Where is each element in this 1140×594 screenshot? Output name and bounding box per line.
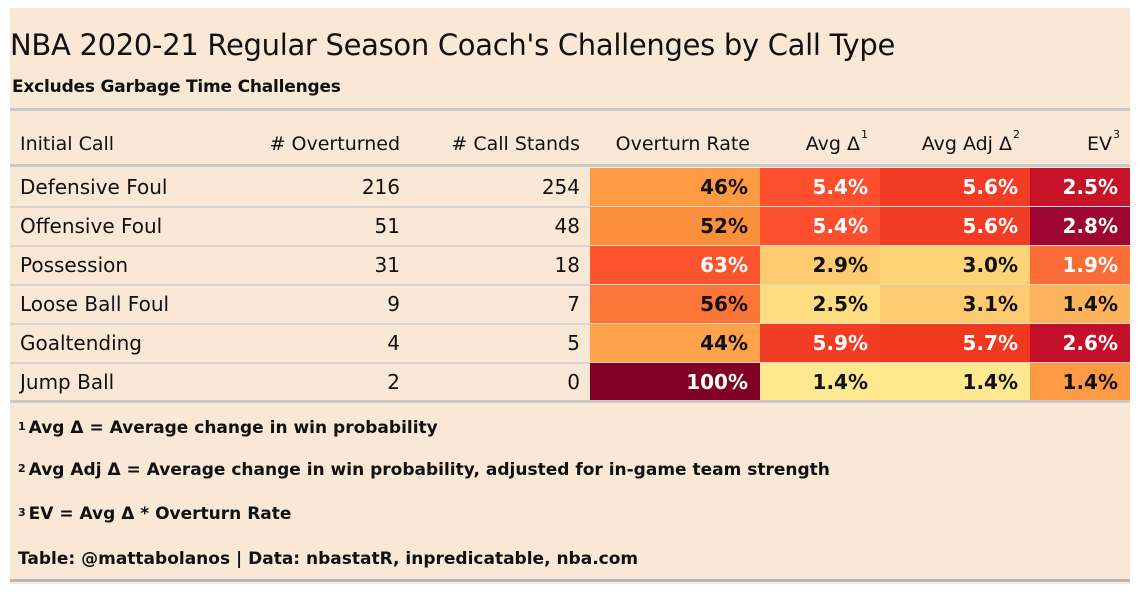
cell-ev: 1.4% — [1030, 285, 1130, 323]
cell-initial-call: Goaltending — [20, 331, 142, 355]
col-header-overturned: # Overturned — [269, 133, 400, 155]
cell-overturned: 51 — [374, 214, 400, 238]
page-subtitle: Excludes Garbage Time Challenges — [12, 77, 341, 97]
footnote-marker-2: 2 — [1013, 128, 1020, 141]
cell-ev: 2.5% — [1030, 168, 1130, 206]
cell-overturned: 9 — [387, 292, 400, 316]
cell-avg-adj-delta: 3.0% — [880, 246, 1030, 284]
cell-avg-delta: 1.4% — [760, 363, 880, 401]
row-divider — [10, 245, 1130, 247]
row-divider — [10, 323, 1130, 325]
footnote-marker-1: 1 — [861, 128, 868, 141]
cell-overturn-rate: 63% — [590, 246, 760, 284]
cell-avg-delta: 5.4% — [760, 168, 880, 206]
cell-overturned: 4 — [387, 331, 400, 355]
header-bottom-rule — [10, 164, 1130, 167]
header-top-rule — [10, 108, 1130, 111]
table-row: Offensive Foul 51 48 52% 5.4% 5.6% 2.8% — [10, 207, 1130, 245]
cell-call-stands: 254 — [541, 175, 580, 199]
cell-overturn-rate: 46% — [590, 168, 760, 206]
cell-ev: 2.6% — [1030, 324, 1130, 362]
footnote-2: 2 Avg Adj Δ = Average change in win proba… — [18, 460, 830, 480]
cell-call-stands: 0 — [567, 370, 580, 394]
cell-initial-call: Loose Ball Foul — [20, 292, 170, 316]
table-row: Defensive Foul 216 254 46% 5.4% 5.6% 2.5% — [10, 168, 1130, 206]
cell-avg-adj-delta: 5.6% — [880, 168, 1030, 206]
col-header-call-stands: # Call Stands — [451, 133, 580, 155]
page-title: NBA 2020-21 Regular Season Coach's Chall… — [10, 28, 895, 62]
footnote-marker-3: 3 — [1113, 128, 1120, 141]
cell-initial-call: Defensive Foul — [20, 175, 168, 199]
footnote-1: 1 Avg Δ = Average change in win probabili… — [18, 418, 438, 438]
cell-avg-delta: 2.9% — [760, 246, 880, 284]
cell-avg-delta: 5.4% — [760, 207, 880, 245]
source-caption: Table: @mattabolanos | Data: nbastatR, i… — [18, 549, 639, 569]
cell-initial-call: Possession — [20, 253, 129, 277]
col-header-avg-delta: Avg Δ1 — [805, 128, 868, 155]
row-divider — [10, 362, 1130, 364]
cell-avg-adj-delta: 3.1% — [880, 285, 1030, 323]
table-row: Loose Ball Foul 9 7 56% 2.5% 3.1% 1.4% — [10, 285, 1130, 323]
row-divider — [10, 284, 1130, 286]
cell-initial-call: Jump Ball — [20, 370, 115, 394]
row-divider — [10, 206, 1130, 208]
panel-bottom-rule — [10, 579, 1130, 582]
cell-avg-adj-delta: 1.4% — [880, 363, 1030, 401]
cell-overturn-rate: 52% — [590, 207, 760, 245]
cell-avg-delta: 5.9% — [760, 324, 880, 362]
cell-avg-adj-delta: 5.7% — [880, 324, 1030, 362]
table-panel: NBA 2020-21 Regular Season Coach's Chall… — [10, 8, 1130, 584]
cell-call-stands: 48 — [554, 214, 580, 238]
table-row: Goaltending 4 5 44% 5.9% 5.7% 2.6% — [10, 324, 1130, 362]
cell-overturned: 31 — [374, 253, 400, 277]
cell-ev: 1.9% — [1030, 246, 1130, 284]
cell-overturned: 2 — [387, 370, 400, 394]
cell-overturned: 216 — [361, 175, 400, 199]
cell-avg-adj-delta: 5.6% — [880, 207, 1030, 245]
cell-ev: 1.4% — [1030, 363, 1130, 401]
cell-overturn-rate: 100% — [590, 363, 760, 401]
cell-overturn-rate: 44% — [590, 324, 760, 362]
table-row: Jump Ball 2 0 100% 1.4% 1.4% 1.4% — [10, 363, 1130, 401]
footnote-3: 3 EV = Avg Δ * Overturn Rate — [18, 504, 292, 524]
body-bottom-rule — [10, 400, 1130, 403]
cell-avg-delta: 2.5% — [760, 285, 880, 323]
col-header-overturn-rate: Overturn Rate — [615, 133, 750, 155]
cell-initial-call: Offensive Foul — [20, 214, 163, 238]
cell-call-stands: 5 — [567, 331, 580, 355]
cell-overturn-rate: 56% — [590, 285, 760, 323]
cell-call-stands: 7 — [567, 292, 580, 316]
cell-ev: 2.8% — [1030, 207, 1130, 245]
col-header-avg-adj-delta: Avg Adj Δ2 — [921, 128, 1020, 155]
table-row: Possession 31 18 63% 2.9% 3.0% 1.9% — [10, 246, 1130, 284]
col-header-initial-call: Initial Call — [20, 133, 115, 155]
col-header-ev: EV3 — [1086, 128, 1120, 155]
cell-call-stands: 18 — [554, 253, 580, 277]
